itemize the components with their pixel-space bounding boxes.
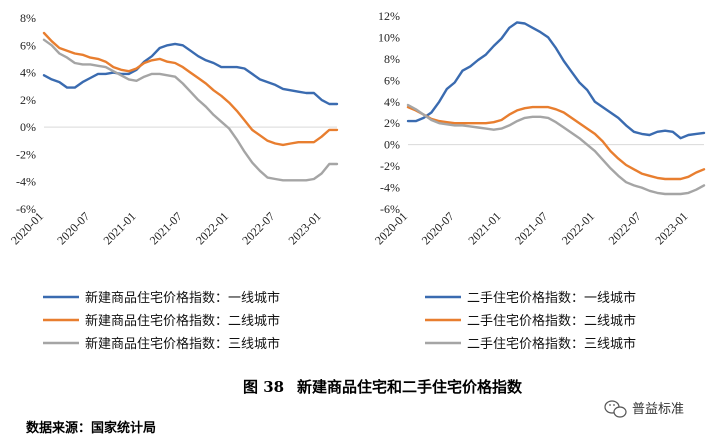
x-tick-label: 2022-07 xyxy=(239,209,277,247)
y-tick-label: 12% xyxy=(378,9,400,23)
y-tick-label: 10% xyxy=(378,30,400,44)
x-tick-label: 2022-07 xyxy=(606,209,644,247)
x-tick-label: 2020-07 xyxy=(419,209,457,247)
y-tick-label: 6% xyxy=(384,73,400,87)
chart-second-hand-housing: 12%10%8%6%4%2%0%-2%-4%-6%2020-01 2020-07 2… xyxy=(372,9,706,247)
y-tick-label: 0% xyxy=(20,120,36,134)
y-tick-label: 4% xyxy=(20,66,36,80)
chart-new-housing: 8%6%4%2%0%-2%-4%-6%2020-01 2020-07 2021-01… xyxy=(8,11,339,247)
watermark: 普益标准 xyxy=(604,400,684,418)
x-tick-label: 2021-07 xyxy=(512,209,550,247)
y-tick-label: 2% xyxy=(20,93,36,107)
y-tick-label: 0% xyxy=(384,138,400,152)
wechat-icon xyxy=(604,400,627,418)
legend-label: 新建商品住宅价格指数：二线城市 xyxy=(85,313,280,329)
series-line-3 xyxy=(406,103,706,196)
x-tick-label: 2021-07 xyxy=(147,209,185,247)
data-source: 数据来源：国家统计局 xyxy=(26,420,156,436)
y-tick-label: 8% xyxy=(20,11,36,25)
y-tick-label: -4% xyxy=(380,181,400,195)
series-line-2 xyxy=(42,31,339,147)
x-tick-label: 2023-01 xyxy=(652,209,690,247)
y-tick-label: -6% xyxy=(16,202,36,216)
legend-label: 二手住宅价格指数：三线城市 xyxy=(467,336,636,352)
y-tick-label: 2% xyxy=(384,116,400,130)
series-line-3 xyxy=(42,38,339,182)
y-tick-label: 8% xyxy=(384,52,400,66)
series-line-1 xyxy=(406,21,706,140)
x-tick-label: 2021-01 xyxy=(465,209,503,247)
x-tick-label: 2020-07 xyxy=(54,209,92,247)
legend-label: 新建商品住宅价格指数：三线城市 xyxy=(85,336,280,352)
y-tick-label: 4% xyxy=(384,95,400,109)
y-tick-label: -4% xyxy=(16,175,36,189)
figure-number: 图 38 xyxy=(243,378,284,396)
legend-new-housing: 新建商品住宅价格指数：一线城市新建商品住宅价格指数：二线城市新建商品住宅价格指数… xyxy=(43,290,280,352)
x-tick-label: 2023-01 xyxy=(286,209,324,247)
legend-label: 二手住宅价格指数：二线城市 xyxy=(467,313,636,329)
legend-label: 二手住宅价格指数：一线城市 xyxy=(467,290,636,306)
x-tick-label: 2022-01 xyxy=(559,209,597,247)
watermark-text: 普益标准 xyxy=(632,402,684,417)
series-line-1 xyxy=(42,42,339,106)
y-tick-label: -6% xyxy=(380,202,400,216)
legend-label: 新建商品住宅价格指数：一线城市 xyxy=(85,290,280,306)
x-tick-label: 2022-01 xyxy=(193,209,231,247)
y-tick-label: -2% xyxy=(380,159,400,173)
series-line-2 xyxy=(406,105,706,181)
y-tick-label: -2% xyxy=(16,147,36,161)
y-tick-label: 6% xyxy=(20,38,36,52)
figure-title: 新建商品住宅和二手住宅价格指数 xyxy=(297,378,523,396)
x-tick-label: 2021-01 xyxy=(100,209,138,247)
